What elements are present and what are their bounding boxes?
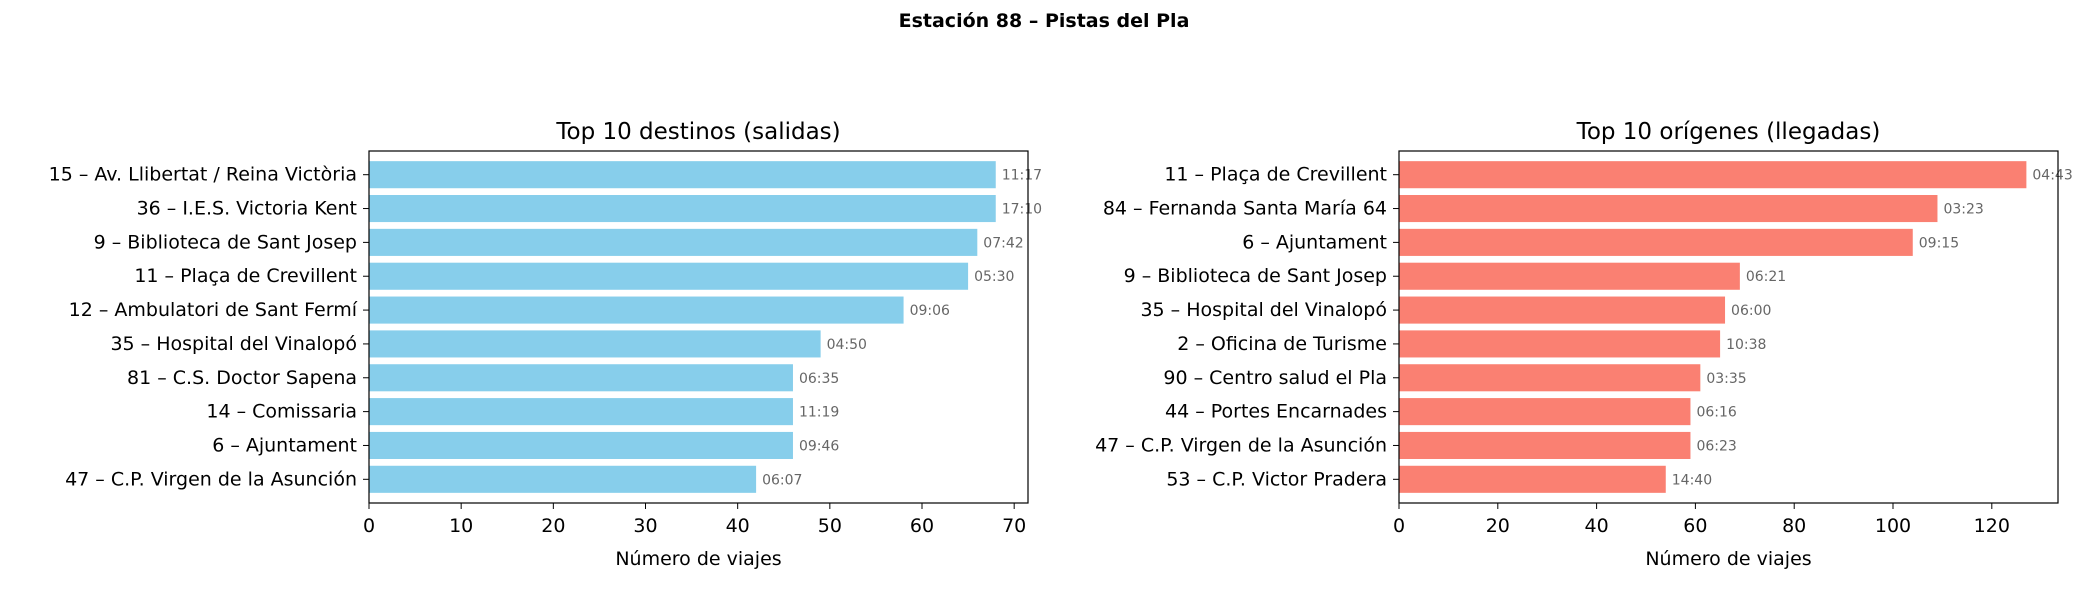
chart2-category-label-10: 53 – C.P. Victor Pradera bbox=[1166, 468, 1387, 490]
chart2-category-label-8: 44 – Portes Encarnades bbox=[1165, 401, 1387, 423]
chart1-xtick-label-7: 60 bbox=[910, 515, 934, 537]
chart2-bar-label-6: 10:38 bbox=[1726, 337, 1766, 353]
chart2-bar-2 bbox=[1399, 195, 1938, 223]
chart1-bar-8 bbox=[369, 398, 793, 426]
chart1-bar-10 bbox=[369, 465, 757, 493]
chart2-bar-10 bbox=[1399, 465, 1666, 493]
chart1-bar-label-5: 09:06 bbox=[910, 303, 950, 319]
chart2-bar-4 bbox=[1399, 262, 1740, 290]
chart1-axes-frame bbox=[368, 150, 1029, 504]
chart2-bar-label-7: 03:35 bbox=[1706, 371, 1746, 387]
chart2-category-label-1: 11 – Plaça de Crevillent bbox=[1164, 164, 1387, 186]
chart1-bar-label-9: 09:46 bbox=[799, 438, 839, 454]
chart1-bar-2 bbox=[369, 195, 996, 223]
chart1-bar-label-4: 05:30 bbox=[974, 269, 1014, 285]
chart2-category-label-6: 2 – Oficina de Turisme bbox=[1177, 333, 1387, 355]
chart1-bar-6 bbox=[369, 330, 821, 358]
chart2-bar-label-8: 06:16 bbox=[1696, 405, 1736, 421]
chart2-xlabel: Número de viajes bbox=[1645, 548, 1811, 570]
chart1-category-label-9: 6 – Ajuntament bbox=[212, 434, 357, 456]
chart2-category-label-9: 47 – C.P. Virgen de la Asunción bbox=[1095, 434, 1387, 456]
chart1-bar-4 bbox=[369, 262, 969, 290]
chart2-bar-7 bbox=[1399, 364, 1701, 392]
chart1-title: Top 10 destinos (salidas) bbox=[555, 119, 840, 145]
figure-title: Estación 88 – Pistas del Pla bbox=[898, 10, 1190, 32]
chart2-bar-9 bbox=[1399, 431, 1691, 459]
chart1-bar-9 bbox=[369, 431, 793, 459]
chart1-xtick-label-4: 30 bbox=[633, 515, 657, 537]
chart1-xtick-label-2: 10 bbox=[449, 515, 473, 537]
chart2-xtick-label-5: 80 bbox=[1782, 515, 1806, 537]
chart1-bar-label-7: 06:35 bbox=[799, 371, 839, 387]
chart2-category-label-7: 90 – Centro salud el Pla bbox=[1163, 367, 1387, 389]
chart1-bar-label-1: 11:17 bbox=[1002, 168, 1042, 184]
chart1-xtick-label-5: 40 bbox=[726, 515, 750, 537]
chart2-bar-label-5: 06:00 bbox=[1731, 303, 1771, 319]
chart1-bar-label-8: 11:19 bbox=[799, 405, 839, 421]
chart1-category-label-8: 14 – Comissaria bbox=[206, 401, 357, 423]
chart2-xtick-label-3: 40 bbox=[1585, 515, 1609, 537]
chart1-xtick-label-6: 50 bbox=[818, 515, 842, 537]
chart2-bar-6 bbox=[1399, 330, 1721, 358]
chart2-bar-5 bbox=[1399, 296, 1726, 324]
chart1-category-label-1: 15 – Av. Llibertat / Reina Victòria bbox=[49, 164, 357, 186]
chart2-bar-label-4: 06:21 bbox=[1746, 269, 1786, 285]
chart2-bar-1 bbox=[1399, 161, 2027, 189]
chart2-xtick-label-4: 60 bbox=[1683, 515, 1707, 537]
chart1-category-label-2: 36 – I.E.S. Victoria Kent bbox=[137, 198, 357, 220]
chart2-bar-8 bbox=[1399, 398, 1691, 426]
chart2-category-label-5: 35 – Hospital del Vinalopó bbox=[1140, 299, 1387, 321]
chart1-xtick-label-3: 20 bbox=[541, 515, 565, 537]
chart1-category-label-3: 9 – Biblioteca de Sant Josep bbox=[94, 231, 357, 253]
chart2-bar-label-3: 09:15 bbox=[1919, 235, 1959, 251]
chart2-axes-frame bbox=[1398, 150, 2059, 504]
chart1-xtick-label-1: 0 bbox=[363, 515, 375, 537]
chart2-bar-label-9: 06:23 bbox=[1696, 438, 1736, 454]
chart1-xtick-label-8: 70 bbox=[1002, 515, 1026, 537]
chart1-category-label-4: 11 – Plaça de Crevillent bbox=[134, 265, 357, 287]
chart1-bar-label-2: 17:10 bbox=[1002, 202, 1042, 218]
chart1-bar-1 bbox=[369, 161, 996, 189]
chart2-bar-3 bbox=[1399, 228, 1913, 256]
chart2-xtick-label-7: 120 bbox=[1974, 515, 2010, 537]
chart1-xlabel: Número de viajes bbox=[615, 548, 781, 570]
chart2-title: Top 10 orígenes (llegadas) bbox=[1576, 119, 1881, 145]
chart1-category-label-6: 35 – Hospital del Vinalopó bbox=[110, 333, 357, 355]
chart1-category-label-7: 81 – C.S. Doctor Sapena bbox=[127, 367, 357, 389]
chart1-category-label-5: 12 – Ambulatori de Sant Fermí bbox=[69, 299, 358, 321]
chart1-bar-label-10: 06:07 bbox=[762, 472, 802, 488]
chart2-category-label-2: 84 – Fernanda Santa María 64 bbox=[1103, 198, 1387, 220]
chart1-bar-label-6: 04:50 bbox=[827, 337, 867, 353]
chart2-xtick-label-1: 0 bbox=[1393, 515, 1405, 537]
chart1-bar-3 bbox=[369, 228, 978, 256]
chart1-bar-5 bbox=[369, 296, 904, 324]
chart2-bar-label-2: 03:23 bbox=[1943, 202, 1983, 218]
chart1-category-label-10: 47 – C.P. Virgen de la Asunción bbox=[65, 468, 357, 490]
chart2-category-label-3: 6 – Ajuntament bbox=[1242, 231, 1387, 253]
chart1-bar-label-3: 07:42 bbox=[983, 235, 1023, 251]
chart2-xtick-label-6: 100 bbox=[1875, 515, 1911, 537]
chart2-bar-label-1: 04:43 bbox=[2032, 168, 2072, 184]
chart1-bar-7 bbox=[369, 364, 793, 392]
chart2-category-label-4: 9 – Biblioteca de Sant Josep bbox=[1124, 265, 1387, 287]
chart2-bar-label-10: 14:40 bbox=[1672, 472, 1712, 488]
chart2-xtick-label-2: 20 bbox=[1486, 515, 1510, 537]
